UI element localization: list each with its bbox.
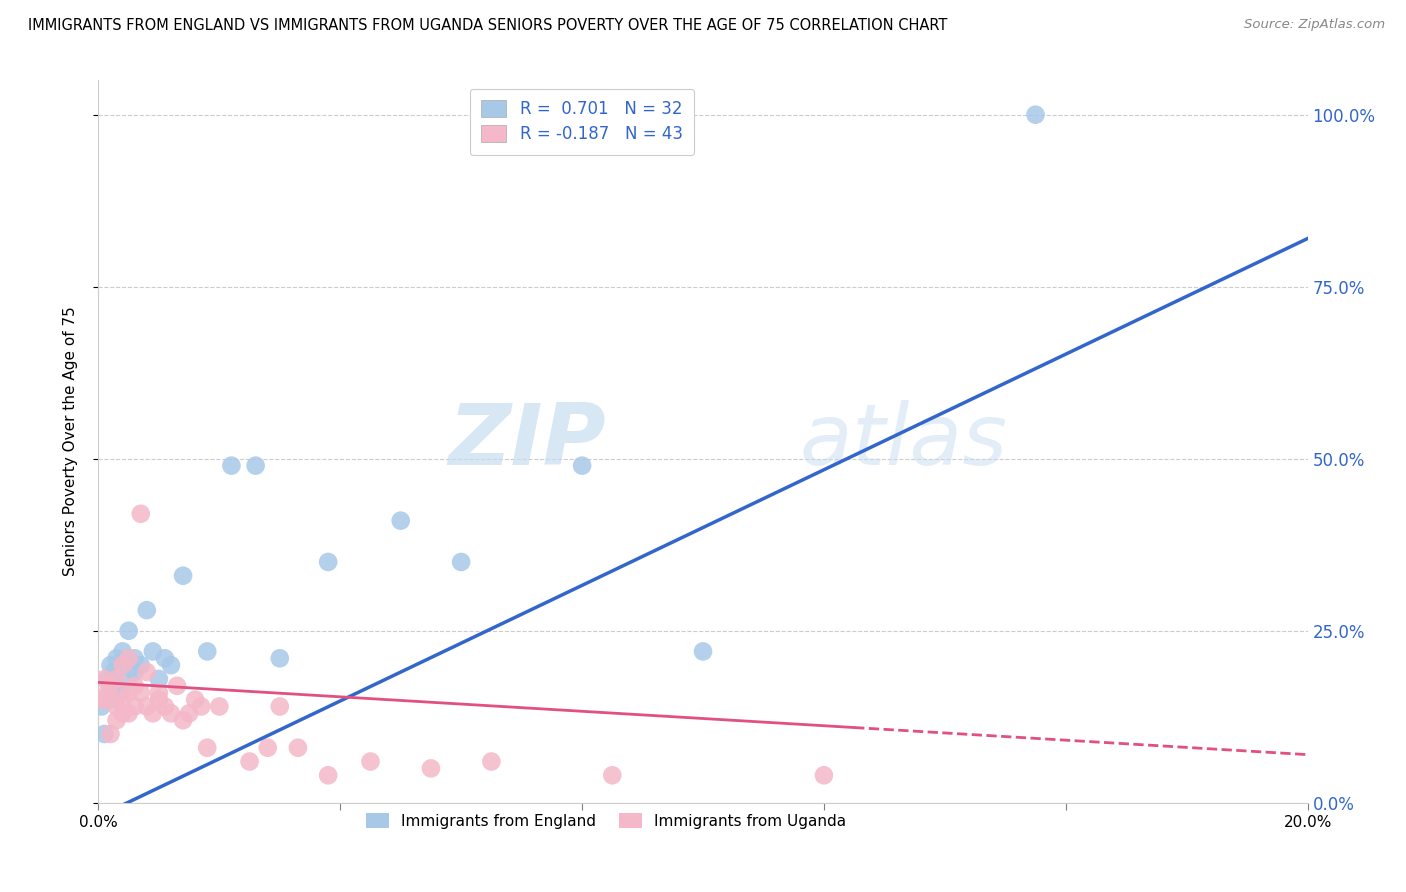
Text: Source: ZipAtlas.com: Source: ZipAtlas.com [1244, 18, 1385, 31]
Text: IMMIGRANTS FROM ENGLAND VS IMMIGRANTS FROM UGANDA SENIORS POVERTY OVER THE AGE O: IMMIGRANTS FROM ENGLAND VS IMMIGRANTS FR… [28, 18, 948, 33]
Point [142, 644, 165, 658]
Point [160, 706, 183, 721]
Point [360, 755, 382, 769]
Point [118, 651, 141, 665]
Point [172, 568, 194, 582]
Point [90, 699, 112, 714]
Point [195, 740, 218, 755]
Text: ZIP: ZIP [449, 400, 606, 483]
Point [692, 644, 714, 658]
Point [153, 651, 176, 665]
Point [148, 692, 170, 706]
Point [269, 651, 291, 665]
Point [148, 672, 170, 686]
Point [195, 644, 218, 658]
Point [105, 699, 128, 714]
Y-axis label: Seniors Poverty Over the Age of 75: Seniors Poverty Over the Age of 75 [63, 307, 77, 576]
Point [287, 740, 309, 755]
Point [124, 679, 146, 693]
Point [481, 755, 503, 769]
Point [129, 507, 152, 521]
Point [93, 672, 115, 686]
Point [124, 699, 146, 714]
Point [118, 686, 141, 700]
Point [166, 679, 188, 693]
Point [571, 458, 593, 473]
Point [389, 514, 412, 528]
Point [316, 768, 339, 782]
Point [100, 679, 122, 693]
Point [105, 713, 128, 727]
Point [135, 699, 157, 714]
Point [813, 768, 835, 782]
Point [316, 555, 339, 569]
Point [184, 692, 207, 706]
Point [100, 727, 122, 741]
Point [111, 644, 134, 658]
Point [90, 692, 112, 706]
Point [172, 713, 194, 727]
Point [1024, 108, 1046, 122]
Point [118, 624, 141, 638]
Point [245, 458, 267, 473]
Point [93, 727, 115, 741]
Point [96, 672, 118, 686]
Point [118, 706, 141, 721]
Point [105, 679, 128, 693]
Point [190, 699, 212, 714]
Legend: Immigrants from England, Immigrants from Uganda: Immigrants from England, Immigrants from… [360, 806, 852, 835]
Point [108, 686, 131, 700]
Point [239, 755, 262, 769]
Point [221, 458, 243, 473]
Point [100, 658, 122, 673]
Point [142, 706, 165, 721]
Point [602, 768, 624, 782]
Point [129, 686, 152, 700]
Text: atlas: atlas [800, 400, 1008, 483]
Point [179, 706, 201, 721]
Point [256, 740, 278, 755]
Point [100, 692, 122, 706]
Point [129, 658, 152, 673]
Point [111, 692, 134, 706]
Point [208, 699, 231, 714]
Point [269, 699, 291, 714]
Point [96, 686, 118, 700]
Point [111, 706, 134, 721]
Point [124, 651, 146, 665]
Point [124, 665, 146, 679]
Point [118, 672, 141, 686]
Point [103, 665, 125, 679]
Point [135, 665, 157, 679]
Point [111, 658, 134, 673]
Point [153, 699, 176, 714]
Point [93, 692, 115, 706]
Point [105, 651, 128, 665]
Point [160, 658, 183, 673]
Point [450, 555, 472, 569]
Point [420, 761, 443, 775]
Point [135, 603, 157, 617]
Point [111, 658, 134, 673]
Point [105, 672, 128, 686]
Point [148, 686, 170, 700]
